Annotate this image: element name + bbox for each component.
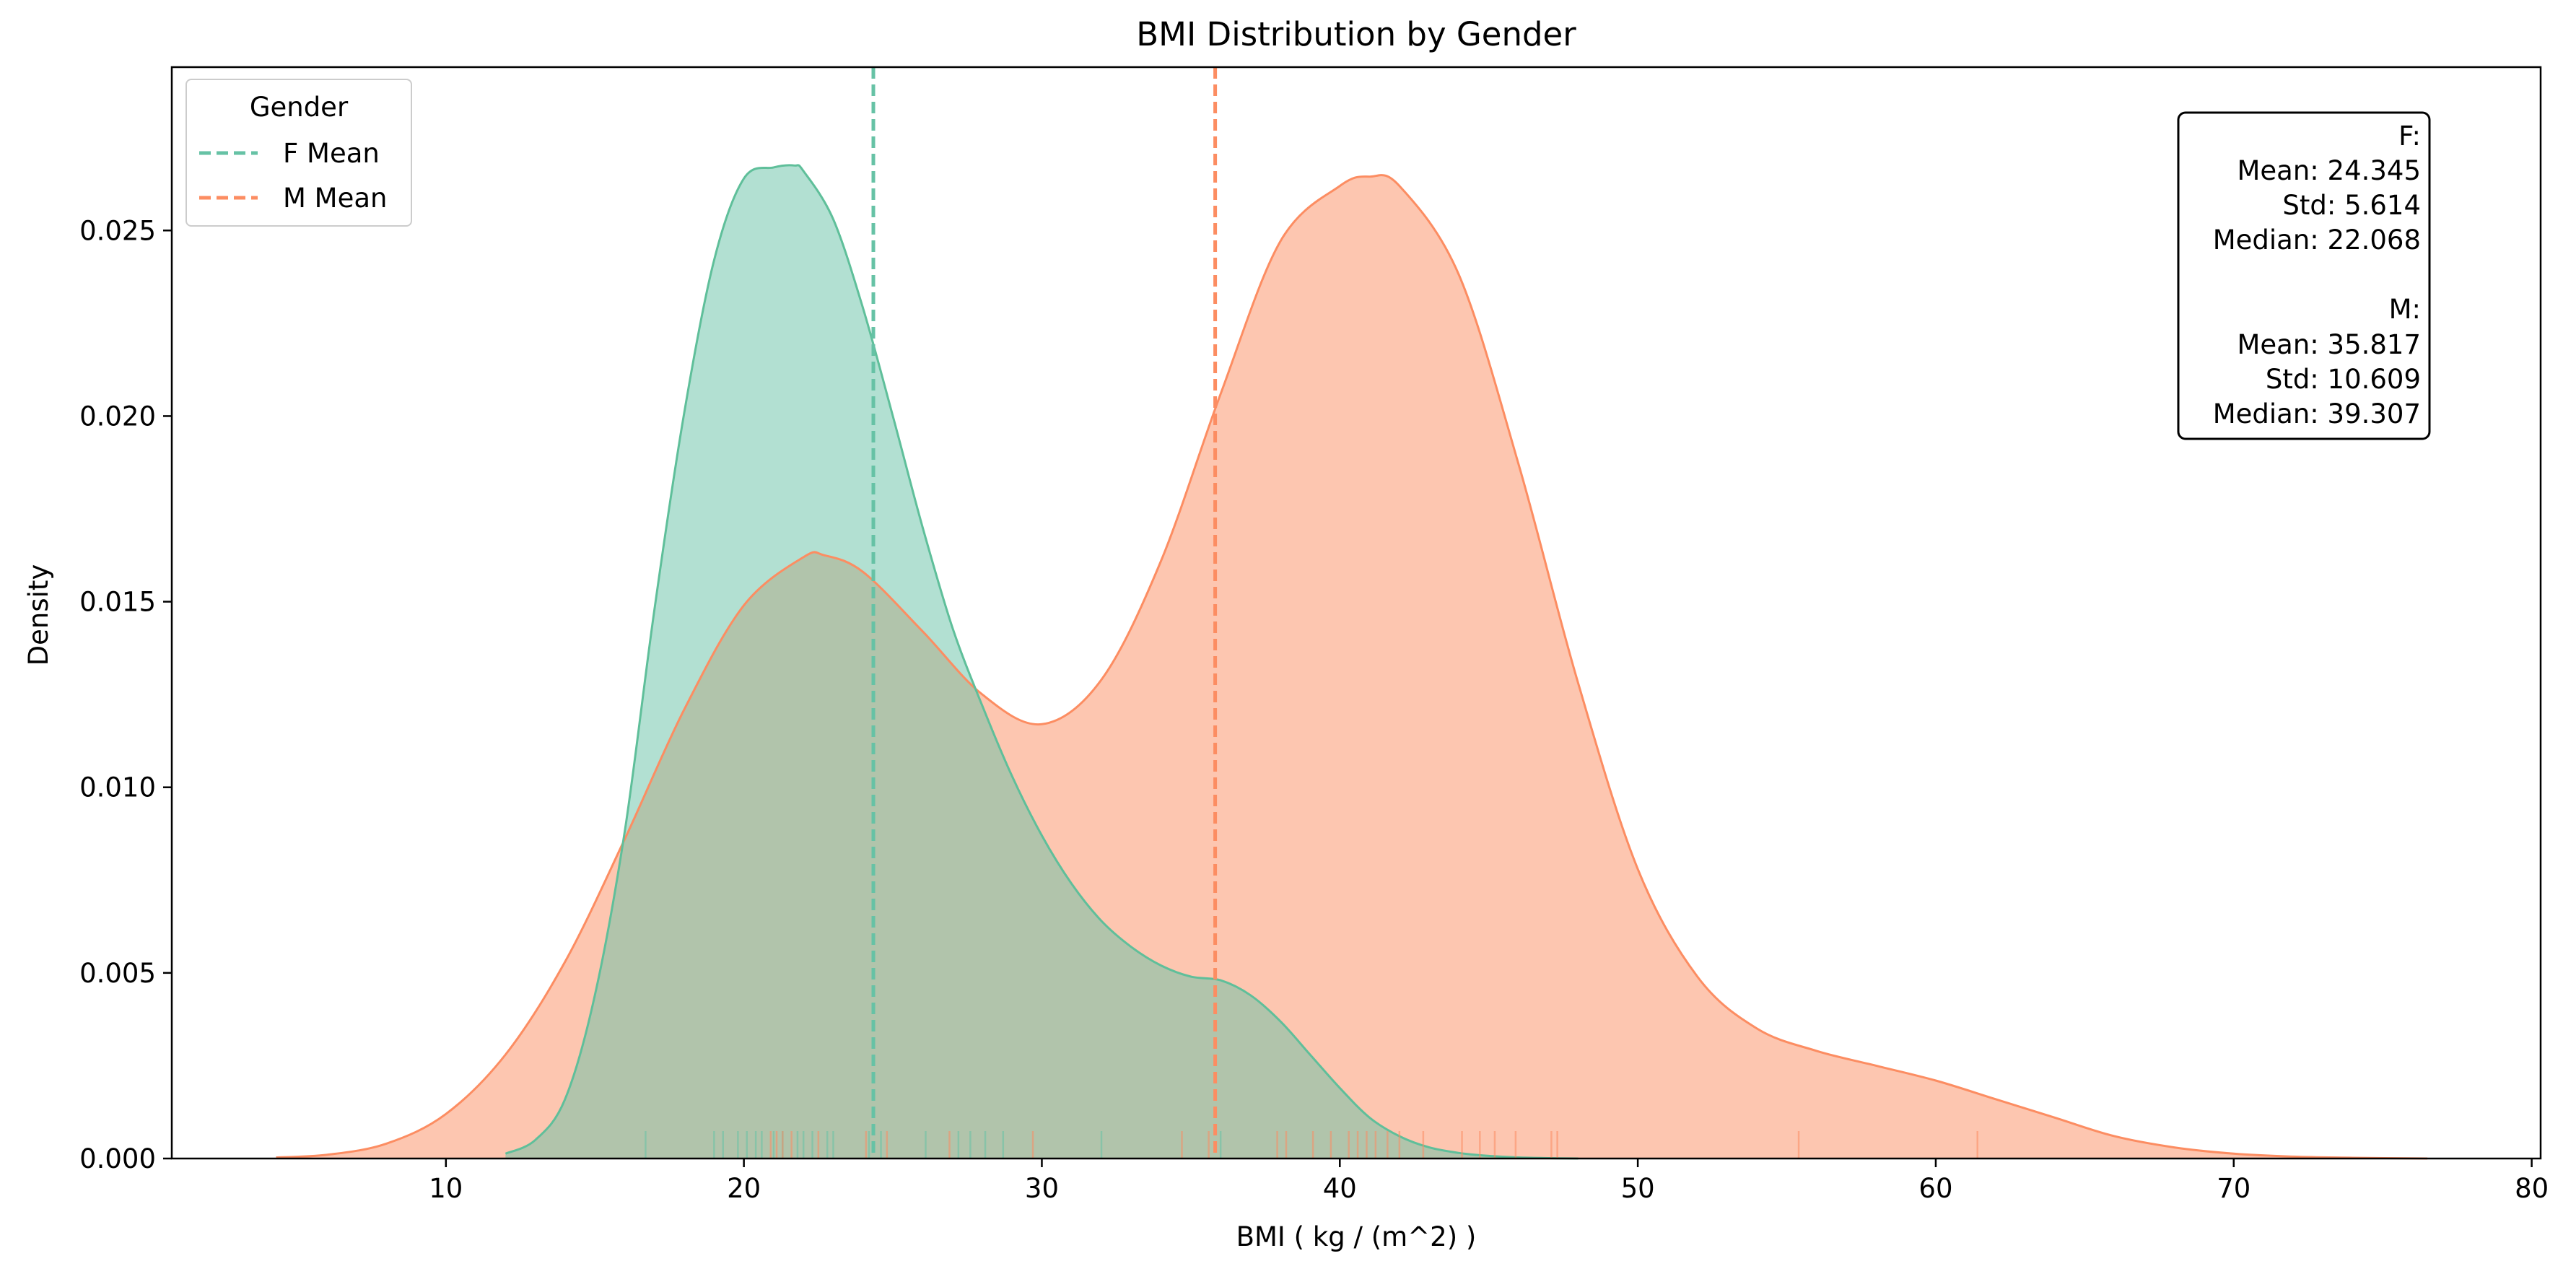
y-tick-label: 0.015 xyxy=(79,587,156,618)
x-tick-label: 50 xyxy=(1621,1173,1655,1204)
legend-label-m-mean: M Mean xyxy=(283,183,388,214)
x-tick-label: 40 xyxy=(1323,1173,1357,1204)
stats-line: Median: 39.307 xyxy=(2213,398,2421,429)
x-tick-label: 30 xyxy=(1025,1173,1059,1204)
y-tick-label: 0.010 xyxy=(79,772,156,803)
legend-frame xyxy=(185,79,412,227)
chart-title: BMI Distribution by Gender xyxy=(1136,15,1576,53)
stats-line: F: xyxy=(2398,121,2421,152)
stats-line: M: xyxy=(2389,294,2421,325)
x-tick-label: 60 xyxy=(1918,1173,1952,1204)
y-axis-label: Density xyxy=(23,564,54,666)
plot-frame xyxy=(170,66,2542,1160)
density-line-f xyxy=(505,164,1579,1160)
x-tick-label: 20 xyxy=(727,1173,761,1204)
density-line-m xyxy=(276,174,2428,1160)
y-tick-label: 0.025 xyxy=(79,215,156,246)
legend-label-f-mean: F Mean xyxy=(283,138,380,169)
legend: Gender F Mean M Mean xyxy=(185,79,412,227)
density-area-f xyxy=(505,165,1579,1159)
stats-box: F: Mean: 24.345 Std: 5.614 Median: 22.06… xyxy=(2177,111,2431,440)
legend-title: Gender xyxy=(250,92,349,123)
stats-line: Median: 22.068 xyxy=(2213,224,2421,256)
x-tick-label: 80 xyxy=(2515,1173,2549,1204)
stats-line: Mean: 35.817 xyxy=(2237,329,2421,360)
stats-line: Std: 10.609 xyxy=(2266,364,2421,395)
x-axis-label: BMI ( kg / (m^2) ) xyxy=(1236,1221,1477,1252)
x-tick-label: 10 xyxy=(429,1173,463,1204)
y-tick-label: 0.005 xyxy=(79,958,156,989)
y-tick-label: 0.020 xyxy=(79,401,156,432)
stats-line: Mean: 24.345 xyxy=(2237,155,2421,186)
stats-box-frame xyxy=(2177,111,2431,440)
y-tick-label: 0.000 xyxy=(79,1143,156,1174)
x-tick-label: 70 xyxy=(2217,1173,2250,1204)
stats-line: Std: 5.614 xyxy=(2282,190,2421,221)
